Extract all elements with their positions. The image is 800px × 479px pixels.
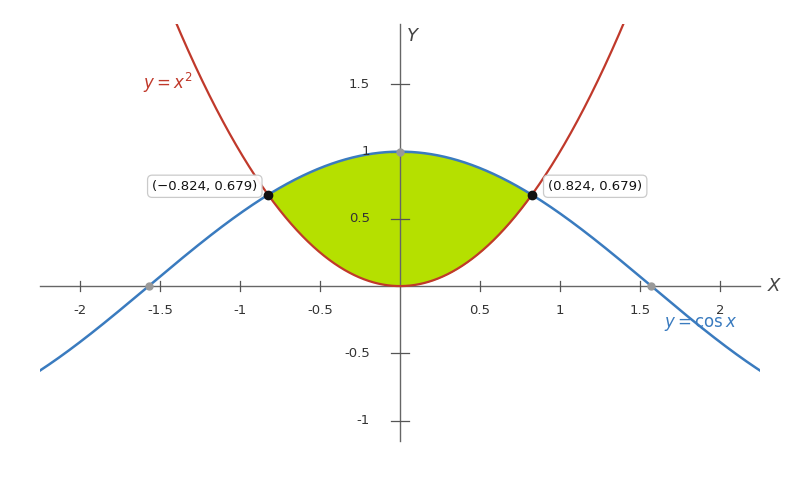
Text: (−0.824, 0.679): (−0.824, 0.679) bbox=[152, 180, 258, 193]
Text: 0.5: 0.5 bbox=[349, 212, 370, 226]
Text: 0.5: 0.5 bbox=[470, 304, 490, 317]
Text: (0.824, 0.679): (0.824, 0.679) bbox=[548, 180, 642, 193]
Text: 1: 1 bbox=[556, 304, 564, 317]
Text: -0.5: -0.5 bbox=[307, 304, 333, 317]
Text: 1: 1 bbox=[362, 145, 370, 158]
Text: -2: -2 bbox=[74, 304, 86, 317]
Text: Y: Y bbox=[406, 27, 418, 45]
Text: $y = x^2$: $y = x^2$ bbox=[143, 71, 193, 95]
Text: 1.5: 1.5 bbox=[630, 304, 650, 317]
Text: -1: -1 bbox=[234, 304, 246, 317]
Text: -1: -1 bbox=[357, 414, 370, 427]
Text: X: X bbox=[768, 277, 780, 295]
Text: 2: 2 bbox=[716, 304, 724, 317]
Text: $y = \cos x$: $y = \cos x$ bbox=[664, 315, 738, 333]
Text: -1.5: -1.5 bbox=[147, 304, 173, 317]
Text: -0.5: -0.5 bbox=[344, 347, 370, 360]
Text: 1.5: 1.5 bbox=[349, 78, 370, 91]
